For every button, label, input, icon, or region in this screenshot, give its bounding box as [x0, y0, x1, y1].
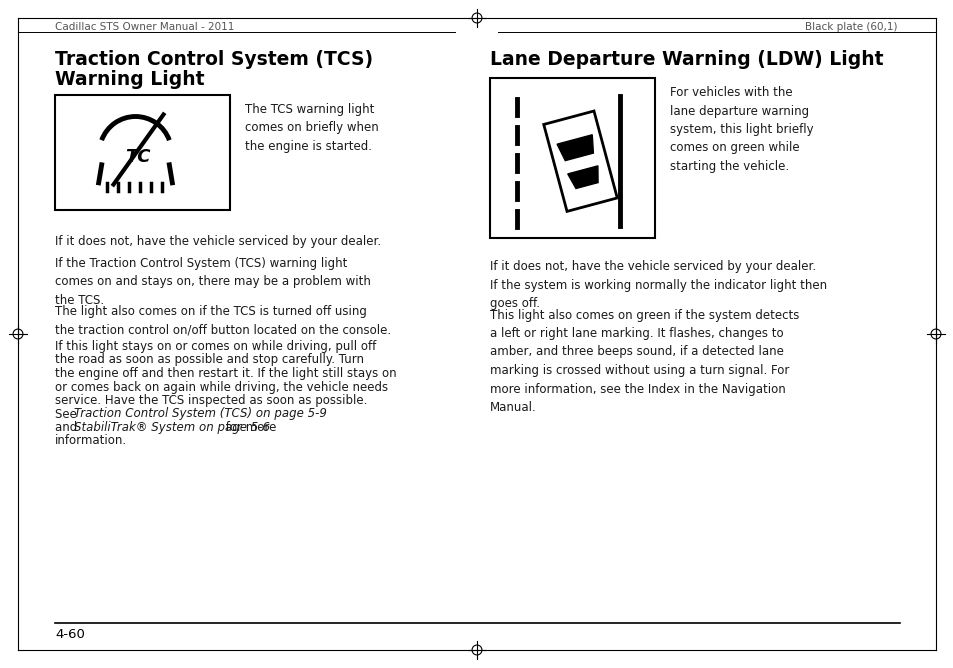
- Text: TC: TC: [125, 148, 150, 166]
- Text: If this light stays on or comes on while driving, pull off: If this light stays on or comes on while…: [55, 340, 375, 353]
- Text: service. Have the TCS inspected as soon as possible.: service. Have the TCS inspected as soon …: [55, 394, 367, 407]
- Polygon shape: [557, 135, 593, 160]
- Text: If it does not, have the vehicle serviced by your dealer.
If the system is worki: If it does not, have the vehicle service…: [490, 260, 826, 310]
- Text: Warning Light: Warning Light: [55, 70, 204, 89]
- Polygon shape: [543, 111, 617, 211]
- Bar: [490, 78, 655, 238]
- Text: StabiliTrak® System on page 5-6: StabiliTrak® System on page 5-6: [74, 421, 270, 434]
- Text: The light also comes on if the TCS is turned off using
the traction control on/o: The light also comes on if the TCS is tu…: [55, 305, 391, 337]
- Bar: [55, 95, 230, 210]
- Text: This light also comes on green if the system detects
a left or right lane markin: This light also comes on green if the sy…: [490, 309, 799, 414]
- Text: If it does not, have the vehicle serviced by your dealer.: If it does not, have the vehicle service…: [55, 235, 381, 248]
- Text: Traction Control System (TCS) on page 5-9: Traction Control System (TCS) on page 5-…: [74, 407, 327, 420]
- Text: Traction Control System (TCS): Traction Control System (TCS): [55, 50, 373, 69]
- Text: the road as soon as possible and stop carefully. Turn: the road as soon as possible and stop ca…: [55, 353, 364, 367]
- Text: the engine off and then restart it. If the light still stays on: the engine off and then restart it. If t…: [55, 367, 396, 380]
- Text: Black plate (60,1): Black plate (60,1): [804, 22, 897, 32]
- Text: 4-60: 4-60: [55, 628, 85, 641]
- Text: information.: information.: [55, 434, 127, 448]
- Text: Cadillac STS Owner Manual - 2011: Cadillac STS Owner Manual - 2011: [55, 22, 234, 32]
- Text: If the Traction Control System (TCS) warning light
comes on and stays on, there : If the Traction Control System (TCS) war…: [55, 257, 371, 307]
- Text: For vehicles with the
lane departure warning
system, this light briefly
comes on: For vehicles with the lane departure war…: [669, 86, 813, 173]
- Text: The TCS warning light
comes on briefly when
the engine is started.: The TCS warning light comes on briefly w…: [245, 103, 378, 153]
- Text: Lane Departure Warning (LDW) Light: Lane Departure Warning (LDW) Light: [490, 50, 882, 69]
- Text: or comes back on again while driving, the vehicle needs: or comes back on again while driving, th…: [55, 381, 388, 393]
- Text: See: See: [55, 407, 81, 420]
- Text: and: and: [55, 421, 81, 434]
- Polygon shape: [567, 166, 598, 188]
- Text: for more: for more: [222, 421, 276, 434]
